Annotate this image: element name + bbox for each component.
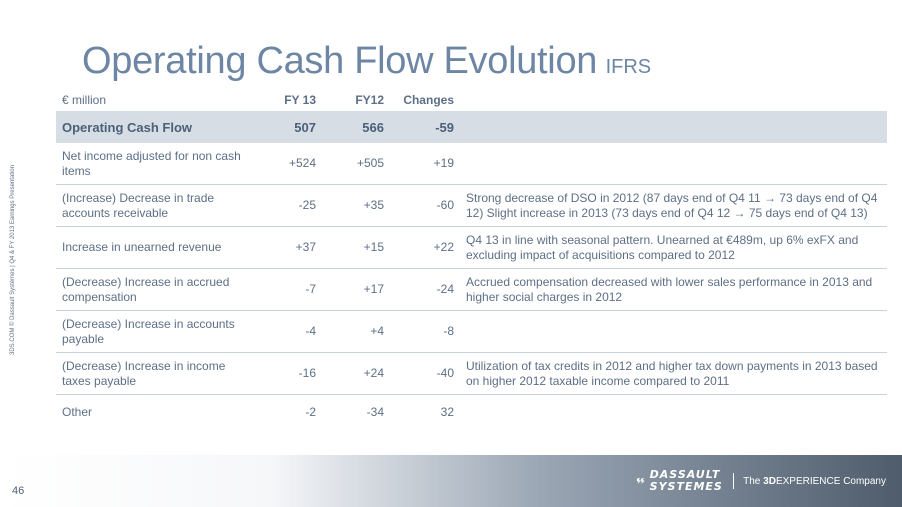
cell-fy13: 507: [256, 111, 322, 143]
cell-fy12: +15: [322, 226, 390, 269]
cell-label: Increase in unearned revenue: [56, 226, 256, 269]
brand-line-2: SYSTEMES: [649, 480, 723, 493]
header-label: € million: [62, 92, 107, 107]
tagline-bold: 3D: [763, 475, 776, 487]
brand-line-1: DASSAULT: [649, 468, 721, 481]
cell-comment: [460, 310, 887, 353]
cell-fy12: +24: [322, 352, 390, 395]
cell-comment: Q4 13 in line with seasonal pattern. Une…: [460, 226, 887, 269]
cell-fy12: +35: [322, 184, 390, 227]
cell-fy12: +505: [322, 143, 390, 185]
cell-label: Net income adjusted for non cash items: [56, 143, 256, 185]
cell-comment: [460, 143, 887, 185]
cell-comment: Strong decrease of DSO in 2012 (87 days …: [460, 184, 887, 227]
table-row: Increase in unearned revenue +37 +15 +22…: [56, 226, 887, 269]
header-changes: Changes: [403, 92, 454, 107]
cell-fy13: +524: [256, 143, 322, 185]
cell-comment: [460, 111, 887, 143]
cell-changes: -40: [390, 352, 460, 395]
cell-fy13: -4: [256, 310, 322, 353]
cell-comment: Utilization of tax credits in 2012 and h…: [460, 352, 887, 395]
cell-fy13: -2: [305, 404, 316, 419]
3ds-logo-icon: [636, 477, 645, 485]
company-logo: DASSAULT SYSTEMES The 3DEXPERIENCE Compa…: [636, 464, 886, 498]
cell-fy12: +4: [322, 310, 390, 353]
table-row: (Decrease) Increase in income taxes paya…: [56, 352, 887, 395]
header-fy12: FY12: [355, 92, 384, 107]
page-number: 46: [12, 485, 25, 497]
cell-fy13: -25: [256, 184, 322, 227]
cell-changes: -8: [390, 310, 460, 353]
cell-fy12: +17: [322, 268, 390, 311]
cell-changes: -60: [390, 184, 460, 227]
cell-label: (Decrease) Increase in accounts payable: [56, 310, 256, 353]
cell-fy12: -34: [366, 404, 384, 419]
tagline: The 3DEXPERIENCE Company: [743, 476, 886, 487]
title-main: Operating Cash Flow Evolution: [82, 40, 598, 82]
table-row: (Increase) Decrease in trade accounts re…: [56, 184, 887, 227]
header-fy13: FY 13: [284, 92, 316, 107]
cell-changes: -24: [390, 268, 460, 311]
cell-changes: +22: [390, 226, 460, 269]
cell-label: (Decrease) Increase in accrued compensat…: [56, 268, 256, 311]
brand-name: DASSAULT SYSTEMES: [650, 469, 723, 493]
highlight-row: Operating Cash Flow 507 566 -59: [56, 111, 887, 143]
footer-band: [0, 455, 902, 507]
cell-comment: [460, 395, 887, 430]
cell-changes: +19: [390, 143, 460, 185]
cell-label: (Increase) Decrease in trade accounts re…: [56, 184, 256, 227]
cell-label: Operating Cash Flow: [56, 111, 256, 143]
table-header: € million FY 13 FY12 Changes: [56, 88, 887, 111]
cash-flow-table: € million FY 13 FY12 Changes Operating C…: [56, 88, 887, 429]
header-comment: [460, 88, 887, 111]
cell-fy12: 566: [322, 111, 390, 143]
tagline-pre: The: [743, 475, 764, 487]
table-row: Other -2 -34 32: [56, 395, 887, 430]
cell-fy13: -16: [256, 352, 322, 395]
tagline-post: EXPERIENCE Company: [775, 475, 886, 487]
table-row: (Decrease) Increase in accrued compensat…: [56, 268, 887, 311]
title-sub: IFRS: [605, 56, 652, 78]
cell-changes: -59: [390, 111, 460, 143]
cell-changes: 32: [440, 404, 454, 419]
table-row: Net income adjusted for non cash items +…: [56, 143, 887, 185]
side-note: 3DS.COM © Dassault Systèmes | Q4 & FY 20…: [10, 165, 16, 355]
cell-label: Other: [62, 404, 93, 419]
cell-fy13: +37: [256, 226, 322, 269]
cell-label: (Decrease) Increase in income taxes paya…: [56, 352, 256, 395]
cell-comment: Accrued compensation decreased with lowe…: [460, 268, 887, 311]
page-title: Operating Cash Flow Evolution IFRS: [82, 40, 651, 83]
cell-fy13: -7: [256, 268, 322, 311]
table-row: (Decrease) Increase in accounts payable …: [56, 310, 887, 353]
